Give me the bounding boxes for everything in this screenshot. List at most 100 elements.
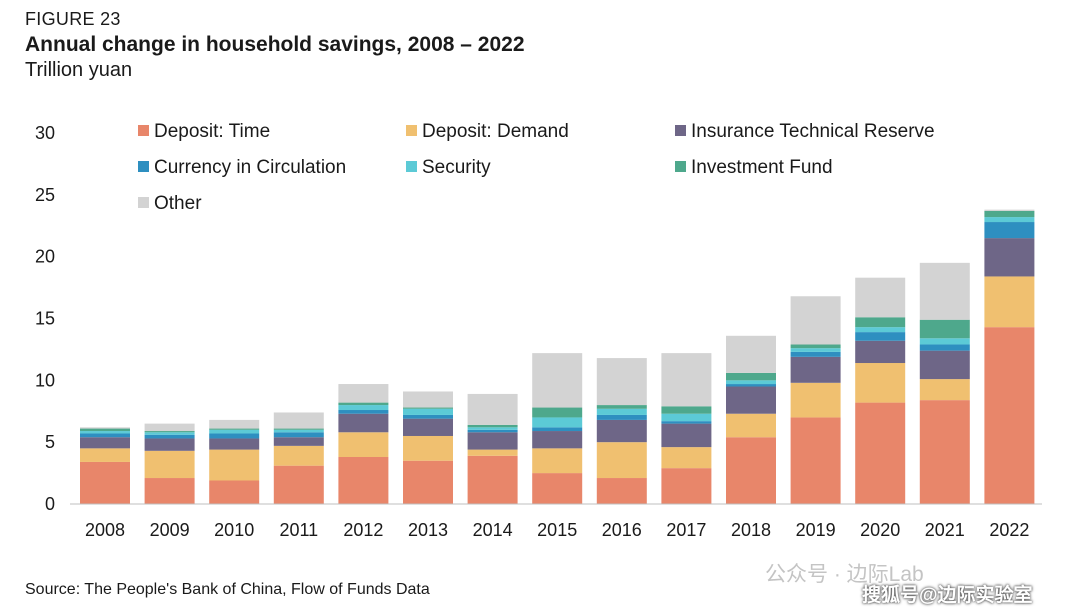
legend-label-deposit-demand: Deposit: Demand — [422, 121, 569, 142]
bar-segment-currency-in-circulation-2014 — [467, 429, 518, 433]
bar-segment-currency-in-circulation-2013 — [403, 414, 453, 419]
legend-label-investment-fund: Investment Fund — [691, 157, 833, 178]
bar-segment-deposit-demand-2010 — [209, 449, 260, 481]
bar-segment-investment-fund-2012 — [338, 402, 389, 406]
x-axis: 2008 2009 2010 2011 2012 2013 2014 2015 2016 2017… — [85, 520, 1029, 540]
x-tick-label: 2013 — [408, 520, 448, 540]
bar-segment-other-2020 — [855, 277, 906, 318]
legend-swatch-deposit-time — [138, 125, 149, 136]
bar-segment-insurance-technical-reserve-2021 — [919, 350, 970, 380]
bar-segment-deposit-time-2011 — [273, 465, 324, 504]
bar-segment-other-2022 — [984, 209, 1035, 211]
x-tick-label: 2014 — [473, 520, 513, 540]
x-tick-label: 2018 — [731, 520, 771, 540]
bar-segment-deposit-demand-2011 — [273, 445, 324, 466]
bar-segment-deposit-demand-2016 — [596, 442, 647, 479]
bar-segment-investment-fund-2018 — [726, 372, 776, 381]
bar-segment-security-2021 — [919, 338, 970, 345]
legend: Deposit: Time Deposit: Demand Insurance Te… — [138, 121, 935, 214]
bar-segment-insurance-technical-reserve-2019 — [790, 356, 841, 383]
x-tick-label: 2012 — [343, 520, 383, 540]
legend-swatch-investment-fund — [675, 161, 686, 172]
figure-label: FIGURE 23 — [25, 9, 121, 29]
bar-segment-deposit-demand-2008 — [80, 448, 130, 462]
bar-segment-security-2008 — [80, 431, 130, 434]
legend-swatch-currency-in-circulation — [138, 161, 149, 172]
bar-segment-insurance-technical-reserve-2013 — [403, 418, 453, 436]
bar-segment-currency-in-circulation-2012 — [338, 410, 389, 414]
bar-segment-security-2014 — [467, 427, 518, 430]
x-tick-label: 2009 — [150, 520, 190, 540]
bar-segment-insurance-technical-reserve-2009 — [144, 438, 195, 451]
bar-segment-deposit-demand-2015 — [532, 448, 583, 474]
bar-segment-security-2018 — [726, 380, 776, 385]
bar-segment-other-2017 — [661, 353, 712, 407]
bar-segment-deposit-time-2008 — [80, 461, 130, 504]
bar-segment-investment-fund-2010 — [209, 428, 260, 430]
bar-segment-security-2012 — [338, 405, 389, 411]
legend-swatch-other — [138, 197, 149, 208]
bar-segment-currency-in-circulation-2015 — [532, 427, 583, 432]
bar-segment-deposit-time-2020 — [855, 402, 906, 504]
y-tick-label: 0 — [45, 494, 55, 514]
bar-segment-currency-in-circulation-2010 — [209, 433, 260, 439]
y-tick-label: 25 — [35, 185, 55, 205]
bar-segment-security-2020 — [855, 327, 906, 333]
bar-segment-deposit-demand-2009 — [144, 450, 195, 479]
bar-segment-investment-fund-2017 — [661, 406, 712, 414]
bar-segment-investment-fund-2011 — [273, 428, 324, 430]
bar-segment-other-2021 — [919, 262, 970, 320]
bar-segment-currency-in-circulation-2018 — [726, 384, 776, 387]
x-tick-label: 2016 — [602, 520, 642, 540]
bar-segment-security-2009 — [144, 432, 195, 435]
bar-segment-other-2011 — [273, 412, 324, 429]
bar-segment-deposit-time-2016 — [596, 478, 647, 504]
y-tick-label: 30 — [35, 123, 55, 143]
bar-segment-deposit-time-2018 — [726, 437, 776, 504]
bar-segment-currency-in-circulation-2021 — [919, 344, 970, 351]
source-note: Source: The People's Bank of China, Flow… — [25, 581, 430, 598]
bar-segment-security-2022 — [984, 217, 1035, 223]
bar-segment-other-2008 — [80, 427, 130, 429]
bar-segment-currency-in-circulation-2017 — [661, 421, 712, 424]
bar-segment-insurance-technical-reserve-2022 — [984, 238, 1035, 277]
bar-segment-investment-fund-2016 — [596, 405, 647, 409]
bar-segment-deposit-demand-2020 — [855, 363, 906, 403]
bar-segment-insurance-technical-reserve-2017 — [661, 423, 712, 448]
bar-segment-other-2013 — [403, 391, 453, 408]
bar-segment-deposit-demand-2017 — [661, 447, 712, 469]
bar-segment-currency-in-circulation-2019 — [790, 351, 841, 357]
bar-segment-deposit-demand-2018 — [726, 413, 776, 438]
x-tick-label: 2017 — [666, 520, 706, 540]
x-tick-label: 2021 — [925, 520, 965, 540]
legend-swatch-insurance-technical-reserve — [675, 125, 686, 136]
bar-segment-currency-in-circulation-2020 — [855, 332, 906, 341]
legend-label-currency-in-circulation: Currency in Circulation — [154, 157, 346, 178]
bar-segment-insurance-technical-reserve-2015 — [532, 431, 583, 449]
bar-segment-security-2011 — [273, 429, 324, 433]
bar-segment-insurance-technical-reserve-2014 — [467, 432, 518, 450]
bar-segment-deposit-demand-2022 — [984, 276, 1035, 328]
y-axis: 0 5 10 15 20 25 30 — [35, 123, 55, 514]
bar-segment-currency-in-circulation-2022 — [984, 222, 1035, 239]
y-tick-label: 10 — [35, 370, 55, 390]
bar-segment-investment-fund-2022 — [984, 210, 1035, 218]
bar-segment-security-2010 — [209, 429, 260, 434]
legend-swatch-deposit-demand — [406, 125, 417, 136]
bar-segment-deposit-time-2009 — [144, 478, 195, 504]
chart-title: Annual change in household savings, 2008… — [25, 33, 525, 56]
bars-group — [80, 209, 1035, 504]
chart-subtitle: Trillion yuan — [25, 59, 133, 81]
bar-segment-deposit-time-2014 — [467, 455, 518, 504]
bar-segment-investment-fund-2021 — [919, 319, 970, 339]
bar-segment-other-2019 — [790, 296, 841, 345]
bar-segment-security-2019 — [790, 348, 841, 352]
bar-segment-other-2018 — [726, 335, 776, 373]
bar-segment-investment-fund-2008 — [80, 428, 130, 432]
bar-segment-currency-in-circulation-2016 — [596, 414, 647, 420]
bar-segment-other-2010 — [209, 419, 260, 429]
bar-segment-investment-fund-2019 — [790, 344, 841, 349]
bar-segment-currency-in-circulation-2008 — [80, 433, 130, 438]
bar-segment-deposit-time-2019 — [790, 417, 841, 504]
